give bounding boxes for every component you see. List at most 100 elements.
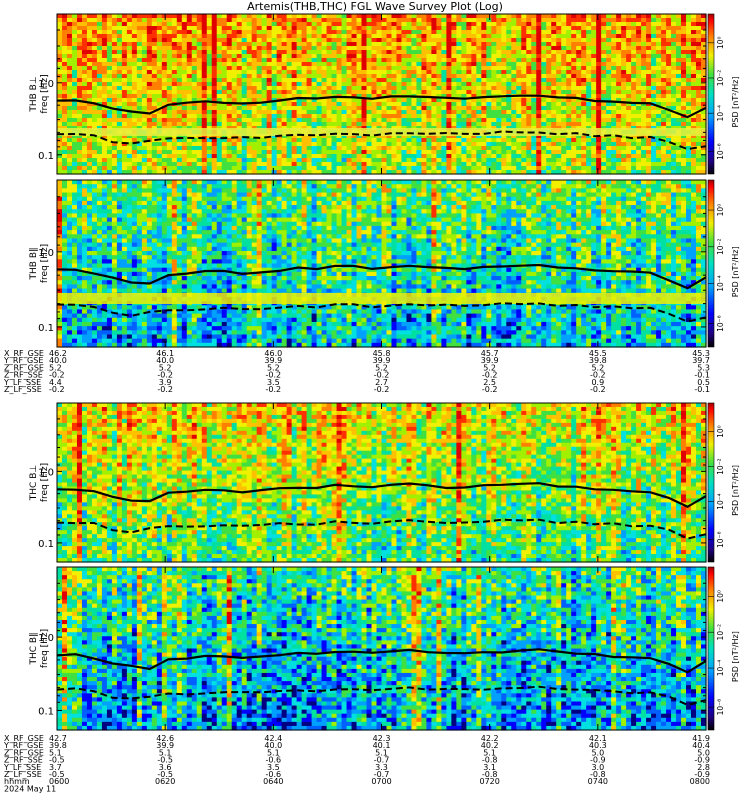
filter-band [57,293,706,304]
thc-bperp-panel: 1.0 0.1 THC B⊥ freq [Hz] 10⁰ 10⁻² 10⁻⁴ 10⁻⁶ PSD … [29,402,740,563]
ephem-value: -0.2 [266,371,282,380]
dashed-trace [56,518,707,540]
solid-trace [56,263,707,290]
y-tick-label: 1.0 [38,79,54,90]
dashed-trace [56,130,707,151]
dashed-trace [56,302,707,323]
colorbar-label: PSD [nT²/Hz] [731,631,740,682]
ephem-value: -0.5 [157,756,173,765]
colorbar-label: PSD [nT²/Hz] [731,465,740,516]
ephem-value: 3.1 [483,763,496,772]
y-axis-label: freq [Hz] [40,463,50,502]
ephem-value: 0800 [690,777,710,786]
ephem-value: -0.2 [482,371,498,380]
ephem-value: 39.9 [264,356,282,365]
ephem-value: -0.6 [266,756,282,765]
y-tick-label: 0.1 [38,706,54,717]
ephem-value: 2.5 [483,378,496,387]
ephem-value: 2.7 [375,378,388,387]
ephem-value: 3.5 [267,378,280,387]
ephem-value: -0.2 [49,371,65,380]
ephem-value: 40.3 [589,741,607,750]
ephem-value: -0.5 [49,756,65,765]
ephem-value: -0.7 [374,756,390,765]
colorbar-tick: 10⁰ [716,590,725,603]
ephem-value: 5.1 [267,748,280,757]
ephem-value: -0.9 [694,770,710,779]
ephem-value: 0700 [371,777,391,786]
dashed-trace [56,685,707,706]
ephem-value: 5.1 [375,748,388,757]
ephem-value: 5.2 [49,363,62,372]
ephem-value: 39.9 [373,356,391,365]
ephem-value: 45.8 [373,349,391,358]
ephem-value: 45.7 [481,349,499,358]
colorbar-label: PSD [nT²/Hz] [731,246,740,297]
ephem-value: 3.5 [267,763,280,772]
ephem-row-label: X_RF_GSE [4,349,44,358]
ephem-value: 5.0 [591,748,604,757]
ephem-value: 0620 [155,777,175,786]
ephem-value: 3.9 [159,378,172,387]
colorbar-label: PSD [nT²/Hz] [731,77,740,128]
ephem-value: 45.5 [589,349,607,358]
ephem-value: 46.1 [156,349,174,358]
ephem-row-label: Z_RF_SSE [4,371,43,380]
ephem-value: 39.8 [49,741,67,750]
colorbar-tick: 10⁻² [716,624,725,641]
ephem-value: -0.2 [374,371,390,380]
colorbar: 10⁰ 10⁻² 10⁻⁴ 10⁻⁶ PSD [nT²/Hz] [707,179,740,348]
ephem-value: 5.2 [267,363,280,372]
ephem-value: 5.0 [697,748,710,757]
ephem-row-label: Z_RF_GSE [4,363,44,372]
thc-ephemeris-block: X_RF_GSE 42.7 42.6 42.4 42.3 42.2 42.1 41.9 Y_RF… [3,734,710,793]
date-label: 2024 May 11 [4,784,56,793]
ephem-value: 4.4 [49,378,62,387]
ephem-value: 42.2 [481,734,499,743]
ephem-value: 40.0 [156,356,174,365]
colorbar-tick: 10⁰ [716,425,725,438]
ephem-value: 3.6 [159,763,172,772]
ephem-value: 2.8 [697,763,710,772]
y-axis-label: freq [Hz] [40,74,50,113]
ephem-value: 39.9 [156,741,174,750]
ephem-value: 42.4 [264,734,282,743]
thb-bpar-spectrogram [57,180,707,348]
thb-bperp-panel: 1.0 0.1 THB B⊥ freq [Hz] 10⁰ 10⁻² 10⁻⁴ 10⁻⁶ PSD … [29,13,740,175]
thc-bpar-panel: 1.0 0.1 THC B∥ freq [Hz] 10⁰ 10⁻² 10⁻⁴ 10⁻⁶ PSD … [29,566,740,731]
probe-label: THC B⊥ [29,465,39,502]
ephem-row-label: Y_RF_GSE [3,356,43,365]
ephem-value: 46.2 [49,349,67,358]
ephem-value: -0.2 [482,385,498,394]
ephem-value: 5.2 [159,363,172,372]
y-tick-label: 0.1 [38,539,54,550]
thc-bpar-spectrogram [57,567,707,731]
ephem-value: -0.2 [49,385,65,394]
thb-bperp-spectrogram [57,14,707,175]
ephem-value: 0.5 [697,378,710,387]
colorbar-tick: 10⁻⁴ [716,275,725,292]
ephem-value: 45.3 [692,349,710,358]
ephem-value: 40.0 [49,356,67,365]
ephem-value: 5.2 [375,363,388,372]
ephem-value: -0.1 [694,385,710,394]
ephem-value: 5.1 [49,748,62,757]
solid-trace [56,94,707,119]
thc-bperp-spectrogram [57,403,707,563]
y-tick-label: 1.0 [38,633,54,644]
ephem-value: 5.1 [483,748,496,757]
ephem-row-label: Y_RF_GSE [3,741,43,750]
filter-band [57,128,706,136]
y-axis-label: freq [Hz] [40,244,50,283]
ephem-value: 42.3 [373,734,391,743]
colorbar: 10⁰ 10⁻² 10⁻⁴ 10⁻⁶ PSD [nT²/Hz] [707,13,740,175]
colorbar-tick: 10⁻⁶ [716,531,725,548]
ephem-value: -0.8 [590,770,606,779]
colorbar-tick: 10⁻⁴ [716,660,725,677]
colorbar-tick: 10⁻⁴ [716,105,725,122]
probe-label: THB B∥ [29,248,39,281]
ephem-value: 3.7 [49,763,62,772]
ephem-row-label: Z_RF_GSE [4,748,44,757]
ephem-value: -0.2 [590,385,606,394]
ephem-row-label: Y_LF_SSE [3,763,41,772]
